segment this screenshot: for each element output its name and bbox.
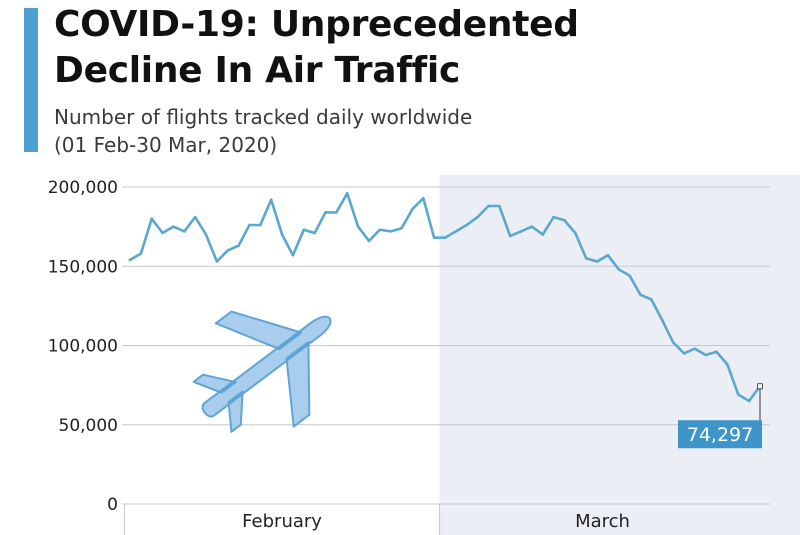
data-point	[183, 230, 186, 233]
data-point	[280, 233, 284, 236]
data-point	[574, 231, 577, 235]
data-point	[324, 211, 327, 214]
data-point	[476, 215, 479, 219]
data-point	[552, 215, 555, 219]
data-point	[215, 260, 219, 263]
march-shaded-region	[439, 175, 800, 535]
data-point	[595, 260, 599, 263]
data-point	[237, 244, 240, 247]
callout-marker	[757, 383, 763, 390]
y-tick-label: 50,000	[59, 416, 118, 436]
data-point	[660, 318, 664, 322]
title-line-1: COVID-19: Unprecedented	[54, 4, 579, 45]
data-point	[715, 350, 718, 354]
y-tick-label: 0	[107, 495, 118, 515]
y-tick-label: 100,000	[48, 337, 118, 357]
airplane-shape	[192, 310, 332, 433]
data-point	[487, 204, 490, 208]
chart-title: COVID-19: Unprecedented Decline In Air T…	[54, 2, 579, 94]
data-point	[454, 230, 458, 233]
data-point	[519, 230, 523, 233]
data-point	[172, 225, 175, 228]
data-point	[682, 352, 686, 355]
data-point	[302, 228, 306, 232]
data-point	[259, 223, 262, 227]
accent-bar	[24, 8, 38, 152]
callout-value-label: 74,297	[687, 424, 753, 446]
data-point	[650, 298, 653, 301]
data-point	[584, 257, 588, 260]
y-axis-tick-labels: 0 50,000 100,000 150,000 200,000	[48, 178, 118, 515]
data-point	[693, 347, 697, 350]
data-point	[269, 198, 273, 201]
data-point	[747, 399, 751, 403]
data-point	[345, 192, 349, 195]
data-point	[541, 233, 545, 236]
data-point	[400, 226, 403, 230]
data-point	[736, 393, 740, 396]
data-point	[248, 223, 251, 227]
subtitle-line-1: Number of flights tracked daily worldwid…	[54, 105, 473, 129]
x-month-label: February	[242, 511, 322, 532]
data-point	[335, 211, 338, 214]
x-month-label: March	[575, 511, 630, 532]
data-point	[617, 268, 621, 271]
data-point	[443, 236, 447, 240]
data-point	[139, 252, 143, 255]
title-line-2: Decline In Air Traffic	[54, 50, 460, 91]
data-point	[628, 274, 631, 278]
airplane-icon	[192, 310, 332, 433]
data-point	[411, 207, 414, 211]
data-point	[389, 230, 392, 233]
data-point	[726, 363, 729, 366]
data-point	[378, 228, 382, 232]
data-point	[563, 218, 566, 222]
data-point	[498, 204, 501, 208]
data-point	[421, 196, 425, 200]
data-point	[226, 249, 230, 252]
data-point	[291, 253, 295, 257]
data-point	[639, 293, 642, 297]
data-point	[508, 234, 512, 238]
data-point	[128, 258, 132, 262]
data-point	[606, 253, 610, 257]
data-point	[161, 231, 164, 235]
data-point	[367, 239, 371, 243]
y-tick-label: 200,000	[48, 178, 118, 198]
callout-box	[678, 420, 762, 449]
data-point	[530, 225, 534, 228]
y-tick-label: 150,000	[48, 257, 118, 277]
data-point	[356, 225, 360, 228]
subtitle-line-2: (01 Feb-30 Mar, 2020)	[54, 133, 278, 157]
data-point	[465, 223, 469, 227]
chart-subtitle: Number of flights tracked daily worldwid…	[54, 103, 472, 159]
x-axis-month-labels: February March	[124, 504, 630, 535]
data-point	[432, 236, 436, 240]
data-point	[671, 341, 675, 344]
data-point	[704, 353, 707, 357]
data-point	[204, 233, 208, 236]
data-point	[313, 231, 316, 235]
data-point	[150, 217, 154, 220]
last-value-callout: 74,297	[678, 383, 763, 449]
data-point	[193, 215, 197, 219]
